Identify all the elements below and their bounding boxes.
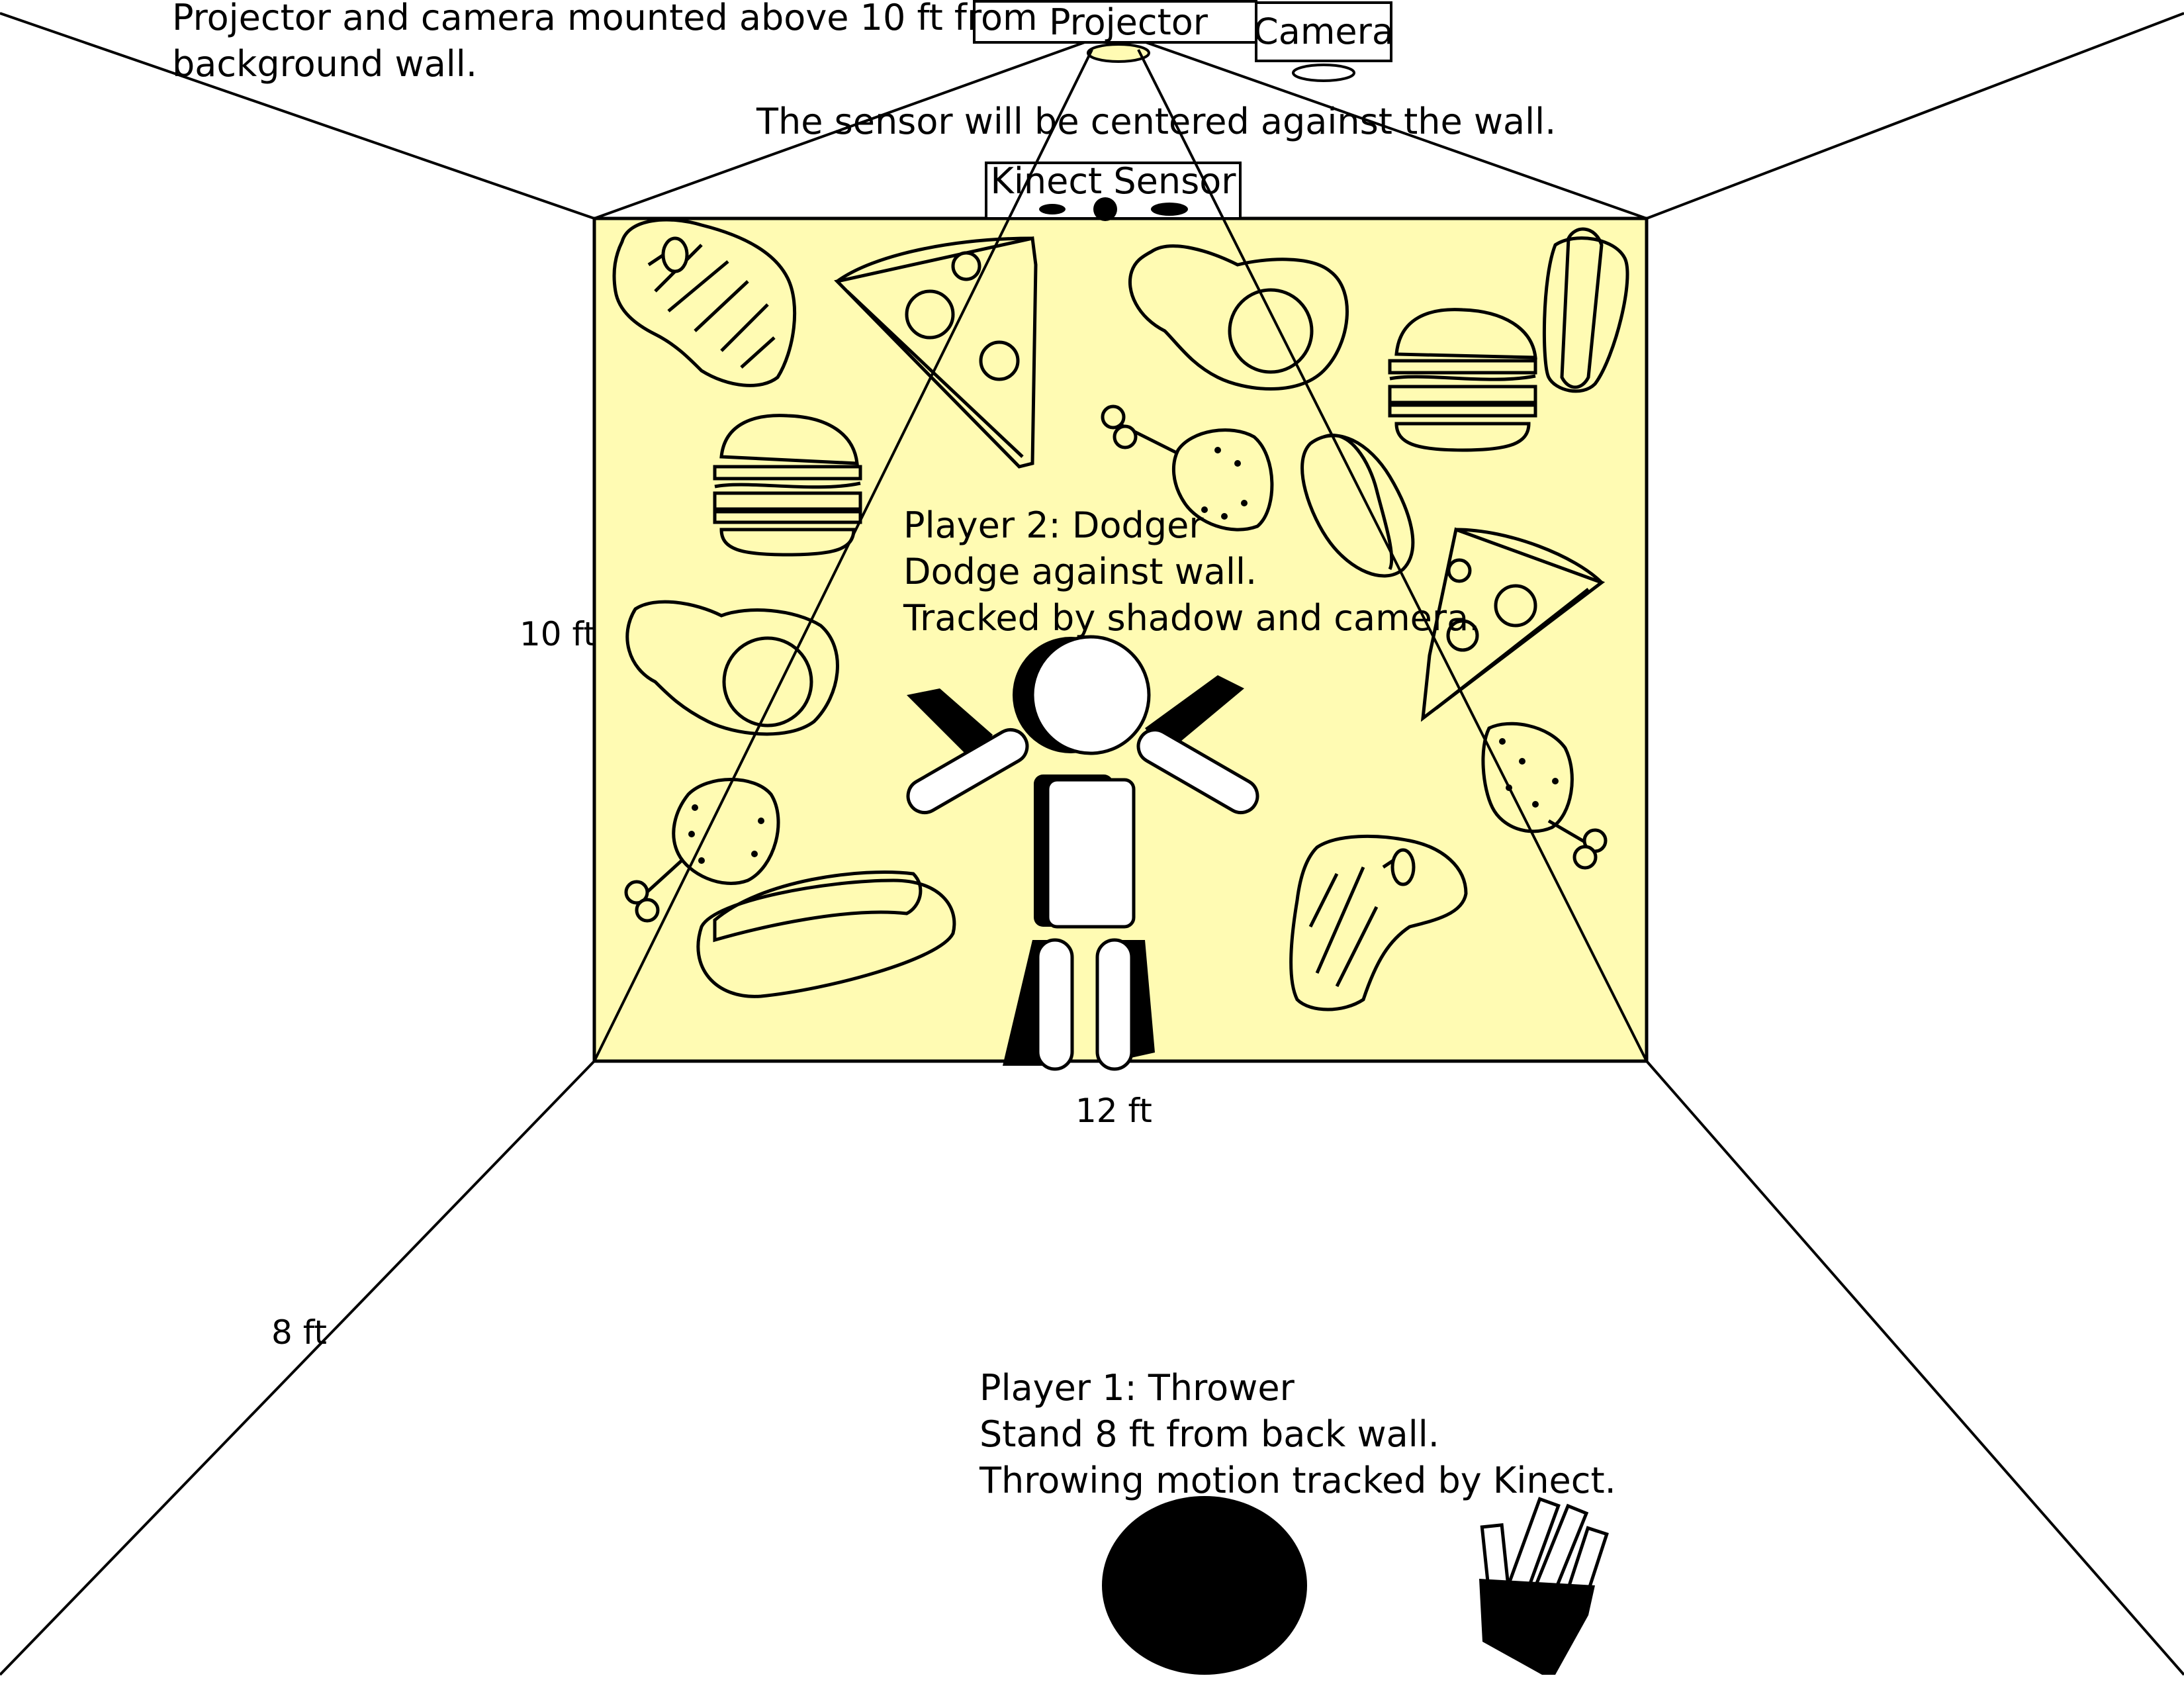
player1-tracking: Throwing motion tracked by Kinect.	[979, 1460, 1616, 1501]
player2-tracking: Tracked by shadow and camera.	[903, 597, 1480, 639]
hotdog-icon	[1542, 227, 1629, 393]
camera-lens	[1292, 64, 1355, 82]
sensor-note: The sensor will be centered against the …	[756, 101, 1556, 142]
player1-title: Player 1: Thrower	[979, 1367, 1295, 1409]
burger-icon	[1388, 308, 1537, 452]
mount-note-line2: background wall.	[172, 43, 477, 85]
projector-label: Projector	[1049, 1, 1208, 43]
camera-label: Camera	[1253, 11, 1394, 52]
kinect-label: Kinect Sensor	[991, 160, 1237, 202]
player1-position-marker	[1102, 1496, 1307, 1675]
mount-note-line1: Projector and camera mounted above 10 ft…	[172, 0, 1038, 38]
burger-icon	[713, 414, 862, 557]
camera-box: Camera	[1253, 1, 1394, 82]
pizza-slice-icon	[834, 236, 1038, 469]
pizza-slice-icon	[1420, 527, 1606, 722]
player2-instruction: Dodge against wall.	[903, 551, 1257, 592]
chicken-leg-icon	[624, 778, 780, 923]
fries-icon	[1479, 1497, 1609, 1675]
wall-width-label: 12 ft	[1075, 1092, 1152, 1130]
steak-icon	[1289, 834, 1468, 1011]
projection-beam	[593, 49, 1648, 1062]
kinect-sensor: Kinect Sensor	[985, 160, 1242, 221]
chicken-leg-icon	[1101, 404, 1274, 532]
projector-lens	[1087, 43, 1150, 63]
steak-icon	[612, 218, 797, 387]
floor-depth-label: 8 ft	[271, 1313, 327, 1352]
player2-dodger-figure	[906, 635, 1259, 1071]
fried-egg-icon	[625, 600, 839, 736]
player1-instruction: Stand 8 ft from back wall.	[979, 1413, 1439, 1455]
player2-title: Player 2: Dodger	[903, 504, 1204, 546]
food-items	[612, 218, 1629, 1011]
wall-height-label: 10 ft	[520, 615, 596, 653]
hotdog-icon	[696, 870, 956, 998]
room-perspective-lines	[0, 12, 2184, 1676]
